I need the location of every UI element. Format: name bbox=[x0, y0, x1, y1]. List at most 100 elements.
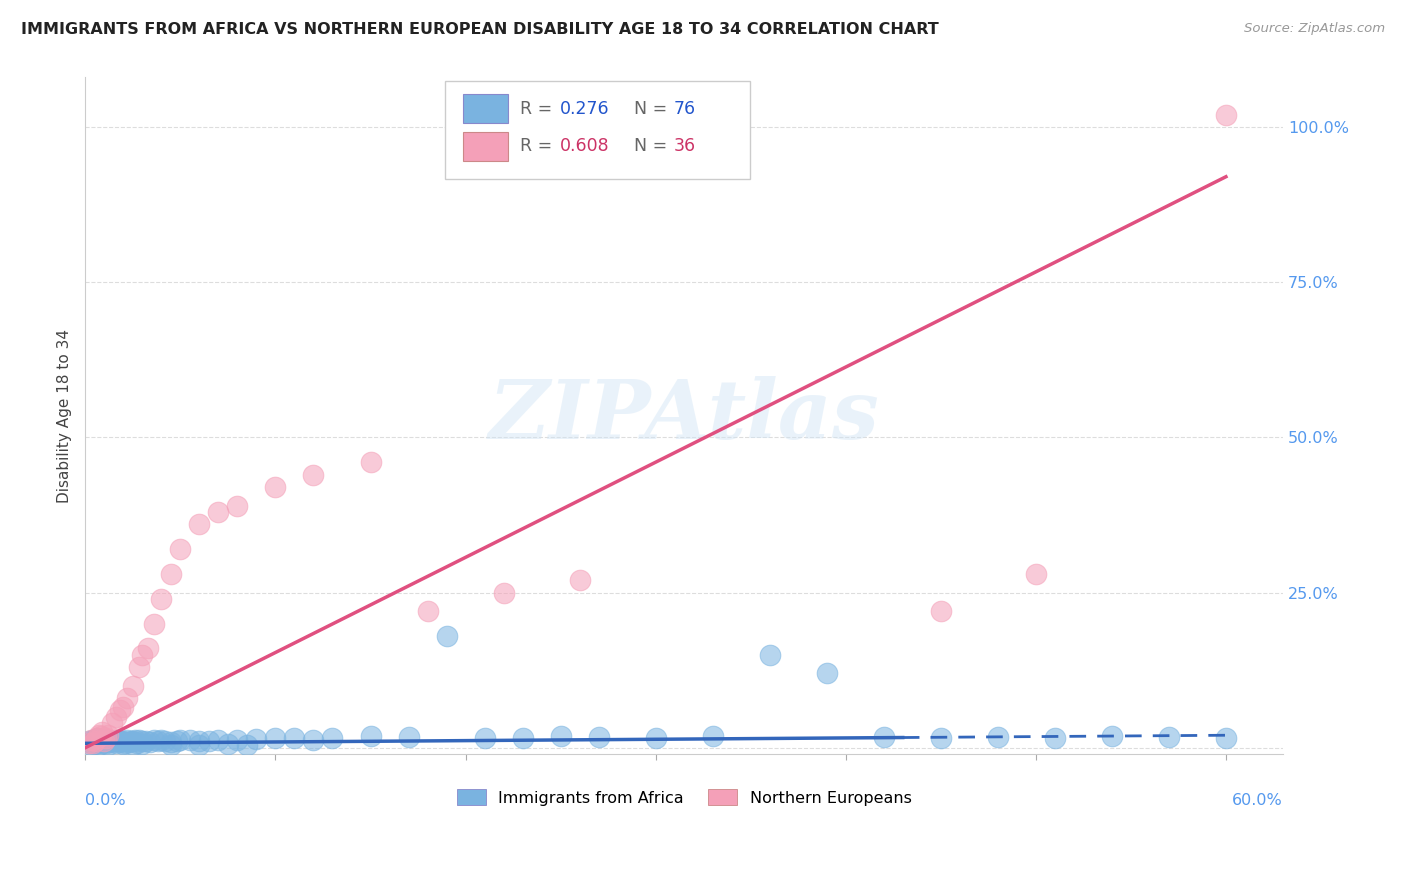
Point bbox=[150, 591, 173, 606]
Point bbox=[302, 467, 325, 482]
FancyBboxPatch shape bbox=[463, 132, 508, 161]
Point bbox=[179, 733, 201, 747]
Text: ZIPAtlas: ZIPAtlas bbox=[489, 376, 880, 456]
Point bbox=[82, 736, 104, 750]
Point bbox=[987, 730, 1010, 744]
Point bbox=[226, 499, 249, 513]
Point bbox=[83, 737, 105, 751]
Point bbox=[122, 738, 145, 752]
Point bbox=[97, 733, 120, 747]
Point bbox=[1215, 731, 1237, 745]
Point bbox=[416, 604, 439, 618]
Point bbox=[112, 737, 135, 751]
Point bbox=[226, 733, 249, 747]
Point bbox=[93, 734, 115, 748]
Point bbox=[321, 731, 343, 745]
Legend: Immigrants from Africa, Northern Europeans: Immigrants from Africa, Northern Europea… bbox=[449, 781, 920, 814]
Point bbox=[114, 736, 136, 750]
Point bbox=[588, 730, 610, 744]
Point bbox=[125, 736, 148, 750]
Point bbox=[360, 730, 382, 744]
FancyBboxPatch shape bbox=[444, 81, 749, 179]
Point bbox=[97, 728, 120, 742]
Point bbox=[115, 733, 138, 747]
Point bbox=[142, 616, 165, 631]
Point bbox=[155, 734, 177, 748]
Text: R =: R = bbox=[520, 137, 558, 155]
Point bbox=[568, 573, 591, 587]
Point bbox=[77, 734, 100, 748]
Point bbox=[91, 736, 114, 750]
Text: N =: N = bbox=[634, 137, 672, 155]
Point bbox=[815, 666, 838, 681]
Point bbox=[90, 730, 112, 744]
Point bbox=[87, 728, 110, 742]
Point bbox=[107, 733, 129, 747]
Point bbox=[131, 737, 153, 751]
Point bbox=[217, 737, 239, 751]
Point bbox=[128, 733, 150, 747]
Point bbox=[93, 732, 115, 747]
Point bbox=[644, 731, 666, 745]
Point bbox=[1157, 730, 1180, 744]
Point bbox=[188, 738, 211, 752]
Point bbox=[93, 734, 115, 748]
Text: R =: R = bbox=[520, 100, 558, 118]
Text: Source: ZipAtlas.com: Source: ZipAtlas.com bbox=[1244, 22, 1385, 36]
Point bbox=[101, 734, 124, 748]
Point bbox=[398, 730, 420, 744]
Point bbox=[1043, 731, 1066, 745]
Point bbox=[160, 738, 183, 752]
Text: 60.0%: 60.0% bbox=[1232, 793, 1282, 808]
Point bbox=[245, 731, 267, 746]
Point bbox=[110, 734, 132, 748]
Point bbox=[108, 735, 131, 749]
Point bbox=[90, 734, 112, 748]
Point bbox=[198, 734, 221, 748]
Point bbox=[1215, 108, 1237, 122]
Point bbox=[104, 736, 127, 750]
Point bbox=[188, 517, 211, 532]
Point bbox=[207, 732, 229, 747]
Point bbox=[91, 725, 114, 739]
Point bbox=[86, 731, 108, 746]
Point bbox=[139, 735, 162, 749]
Point bbox=[1101, 730, 1123, 744]
Text: 0.608: 0.608 bbox=[560, 137, 609, 155]
Text: 0.0%: 0.0% bbox=[86, 793, 127, 808]
Point bbox=[120, 734, 142, 748]
Point bbox=[207, 505, 229, 519]
Point bbox=[283, 731, 305, 746]
Point bbox=[474, 731, 496, 746]
Point bbox=[112, 734, 135, 748]
Point bbox=[115, 691, 138, 706]
Point bbox=[118, 735, 141, 749]
Text: N =: N = bbox=[634, 100, 672, 118]
Point bbox=[112, 700, 135, 714]
Point bbox=[122, 734, 145, 748]
Point bbox=[80, 736, 103, 750]
FancyBboxPatch shape bbox=[463, 95, 508, 123]
Text: 0.276: 0.276 bbox=[560, 100, 609, 118]
Point bbox=[929, 604, 952, 618]
Text: 76: 76 bbox=[673, 100, 696, 118]
Point bbox=[188, 734, 211, 748]
Point bbox=[96, 731, 118, 746]
Point bbox=[1025, 566, 1047, 581]
Point bbox=[929, 731, 952, 746]
Point bbox=[97, 738, 120, 752]
Point bbox=[82, 733, 104, 747]
Point bbox=[150, 733, 173, 747]
Point bbox=[146, 734, 169, 748]
Point bbox=[122, 679, 145, 693]
Point bbox=[702, 730, 724, 744]
Point bbox=[131, 648, 153, 662]
Point bbox=[135, 734, 157, 748]
Point bbox=[103, 734, 125, 748]
Point bbox=[104, 709, 127, 723]
Point bbox=[873, 730, 896, 744]
Point bbox=[87, 735, 110, 749]
Point bbox=[360, 455, 382, 469]
Point bbox=[166, 734, 188, 748]
Text: IMMIGRANTS FROM AFRICA VS NORTHERN EUROPEAN DISABILITY AGE 18 TO 34 CORRELATION : IMMIGRANTS FROM AFRICA VS NORTHERN EUROP… bbox=[21, 22, 939, 37]
